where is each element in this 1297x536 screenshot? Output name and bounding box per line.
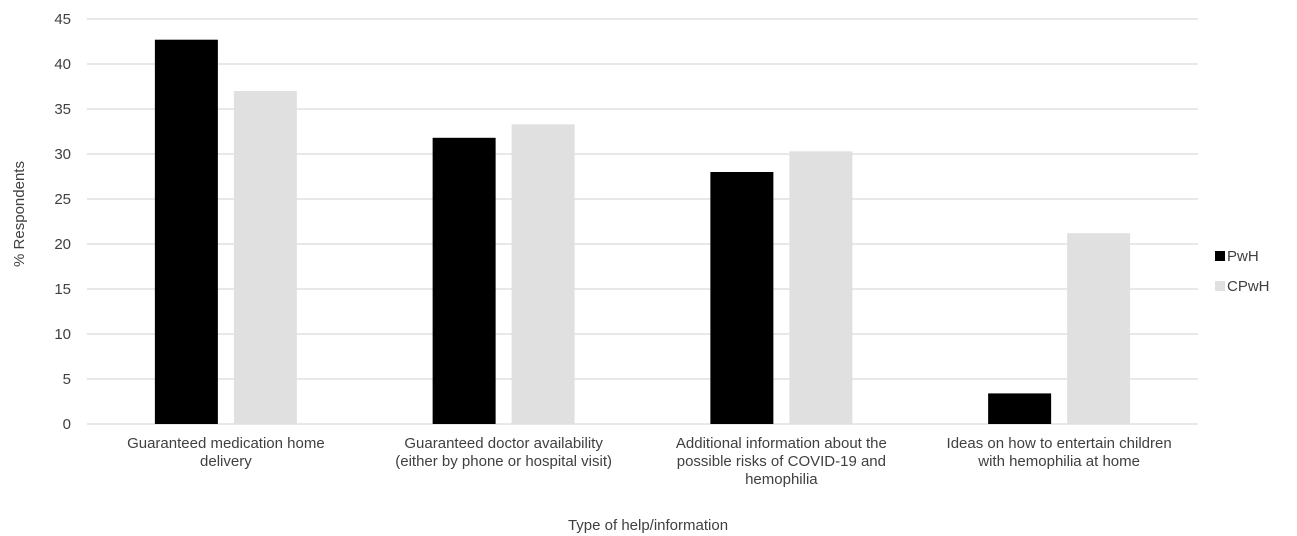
x-axis-category-labels: Guaranteed medication home deliveryGuaran… (127, 435, 1172, 488)
y-tick-label: 0 (63, 416, 71, 433)
bar-cpwh-4 (1067, 233, 1131, 424)
x-category-label-line: Ideas on how to entertain children (947, 435, 1172, 452)
bars (154, 39, 1131, 425)
y-tick-label: 30 (54, 146, 71, 163)
y-tick-label: 5 (63, 371, 71, 388)
bar-cpwh-2 (511, 124, 575, 425)
legend-swatch-pwh (1215, 251, 1225, 261)
y-tick-label: 25 (54, 191, 71, 208)
y-tick-label: 20 (54, 236, 71, 253)
legend-label-cpwh: CPwH (1227, 278, 1270, 295)
bar-pwh-1 (154, 39, 218, 424)
y-tick-label: 10 (54, 326, 71, 343)
x-category-label-line: with hemophilia at home (977, 453, 1140, 470)
x-category-label: Ideas on how to entertain children with h… (947, 435, 1172, 470)
y-tick-label: 35 (54, 101, 71, 118)
y-tick-label: 45 (54, 11, 71, 28)
x-category-label-line: Additional information about the (676, 435, 887, 452)
y-axis-ticks: 0 5 10 15 20 25 30 35 40 45 (54, 11, 71, 433)
bar-cpwh-3 (789, 151, 853, 425)
y-axis-title: % Respondents (11, 161, 28, 267)
y-tick-label: 40 (54, 56, 71, 73)
bar-pwh-2 (432, 137, 496, 425)
bar-cpwh-1 (233, 91, 297, 424)
legend: PwH CPwH (1215, 248, 1270, 295)
x-axis-title: Type of help/information (568, 517, 728, 534)
bar-pwh-4 (988, 393, 1052, 424)
y-tick-label: 15 (54, 281, 71, 298)
x-category-label: Guaranteed doctor availability (either by… (395, 435, 612, 470)
x-category-label-line: delivery (200, 453, 252, 470)
bar-pwh-3 (710, 172, 774, 424)
x-category-label: Additional information about the possible… (676, 435, 887, 488)
x-category-label-line: Guaranteed medication home (127, 435, 325, 452)
x-category-label-line: hemophilia (745, 471, 818, 488)
legend-swatch-cpwh (1215, 281, 1225, 291)
x-category-label-line: possible risks of COVID-19 and (677, 453, 886, 470)
legend-label-pwh: PwH (1227, 248, 1259, 265)
x-category-label-line: Guaranteed doctor availability (404, 435, 603, 452)
x-category-label: Guaranteed medication home delivery (127, 435, 325, 470)
x-category-label-line: (either by phone or hospital visit) (395, 453, 612, 470)
